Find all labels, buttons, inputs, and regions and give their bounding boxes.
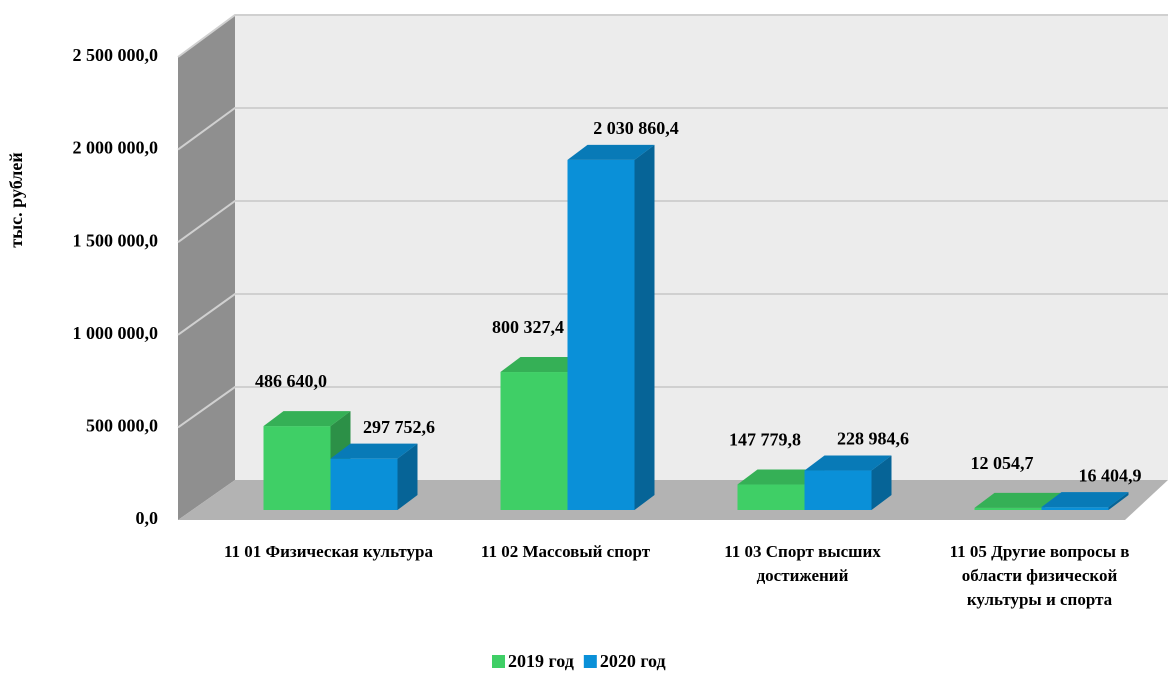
x-tick-label: 11 02 Массовый спорт bbox=[480, 542, 651, 561]
legend-swatch bbox=[583, 655, 597, 668]
bar-top bbox=[567, 144, 655, 160]
grid-line bbox=[177, 200, 1168, 244]
bar-top bbox=[737, 469, 825, 485]
bar-side-shade bbox=[634, 144, 655, 510]
value-label: 2 030 860,4 bbox=[593, 118, 679, 138]
bar-top bbox=[330, 443, 418, 459]
y-tick-label: 1 500 000,0 bbox=[73, 230, 159, 250]
grid-line bbox=[177, 107, 1168, 151]
bar-side-shade bbox=[871, 455, 892, 510]
y-axis-title: тыс. рублей bbox=[6, 152, 26, 247]
bar-top-shade bbox=[567, 144, 655, 160]
bar bbox=[1041, 507, 1109, 510]
legend-label: 2020 год bbox=[600, 651, 666, 671]
bar bbox=[567, 159, 635, 510]
y-tick-label: 1 000 000,0 bbox=[73, 323, 159, 343]
bar-side bbox=[397, 443, 418, 510]
y-tick-label: 0,0 bbox=[136, 508, 159, 528]
bar bbox=[263, 426, 331, 510]
bar-top-shade bbox=[1041, 492, 1129, 508]
value-label: 16 404,9 bbox=[1079, 465, 1142, 485]
bar bbox=[804, 470, 872, 510]
bar-side bbox=[871, 455, 892, 510]
side-wall bbox=[178, 15, 235, 520]
y-tick-label: 2 500 000,0 bbox=[73, 45, 159, 65]
grid-line bbox=[177, 386, 1168, 429]
value-label: 297 752,6 bbox=[363, 417, 435, 437]
x-tick-label: 11 03 Спорт высших достижений bbox=[724, 542, 881, 585]
floor bbox=[178, 480, 1168, 520]
bar-top bbox=[1041, 492, 1129, 508]
bar-side-shade bbox=[1108, 492, 1129, 510]
bar-top-shade bbox=[974, 492, 1062, 508]
y-tick-label: 2 000 000,0 bbox=[73, 138, 159, 158]
bar-top-shade bbox=[737, 469, 825, 485]
value-label: 486 640,0 bbox=[255, 371, 327, 391]
grid-line bbox=[177, 293, 1168, 336]
value-label: 800 327,4 bbox=[492, 317, 564, 337]
bar bbox=[737, 484, 805, 510]
value-label: 228 984,6 bbox=[837, 429, 909, 449]
value-label: 147 779,8 bbox=[729, 430, 801, 450]
bar bbox=[974, 507, 1042, 510]
legend-label: 2019 год bbox=[508, 651, 574, 671]
grid-line bbox=[177, 14, 1168, 58]
bar-side-shade bbox=[397, 443, 418, 510]
x-tick-label: 11 01 Физическая культура bbox=[223, 542, 434, 561]
bar-top bbox=[500, 357, 588, 373]
legend-swatch bbox=[492, 655, 505, 668]
bar-side bbox=[634, 144, 655, 510]
bar bbox=[500, 372, 568, 510]
bar-top bbox=[263, 411, 351, 427]
value-label: 12 054,7 bbox=[971, 453, 1034, 473]
bar-top bbox=[974, 492, 1062, 508]
bar-top-shade bbox=[804, 455, 892, 471]
bar-top-shade bbox=[263, 411, 351, 427]
bar-top-shade bbox=[500, 357, 588, 373]
x-tick-label: 11 05 Другие вопросы в области физическо… bbox=[949, 542, 1130, 609]
back-wall bbox=[235, 15, 1168, 480]
bar bbox=[330, 458, 398, 510]
bar-top bbox=[804, 455, 892, 471]
y-tick-label: 500 000,0 bbox=[86, 416, 158, 436]
bar-top-shade bbox=[330, 443, 418, 459]
bar-side bbox=[1108, 492, 1129, 510]
